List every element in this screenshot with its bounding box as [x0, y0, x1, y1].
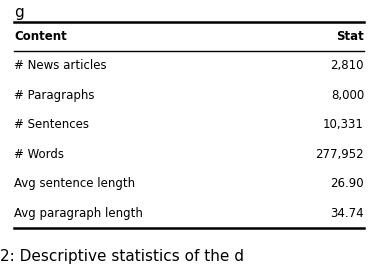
Text: g: g: [14, 5, 24, 20]
Text: # Paragraphs: # Paragraphs: [14, 89, 94, 102]
Text: # Sentences: # Sentences: [14, 118, 89, 131]
Text: 26.90: 26.90: [330, 177, 364, 190]
Text: # News articles: # News articles: [14, 59, 107, 72]
Text: 2,810: 2,810: [330, 59, 364, 72]
Text: 277,952: 277,952: [315, 148, 364, 161]
Text: Content: Content: [14, 29, 67, 42]
Text: 34.74: 34.74: [330, 207, 364, 220]
Text: # Words: # Words: [14, 148, 64, 161]
Text: 2: Descriptive statistics of the d: 2: Descriptive statistics of the d: [0, 249, 244, 264]
Text: 10,331: 10,331: [323, 118, 364, 131]
Text: Avg sentence length: Avg sentence length: [14, 177, 135, 190]
Text: Avg paragraph length: Avg paragraph length: [14, 207, 143, 220]
Text: Stat: Stat: [336, 29, 364, 42]
Text: 8,000: 8,000: [331, 89, 364, 102]
